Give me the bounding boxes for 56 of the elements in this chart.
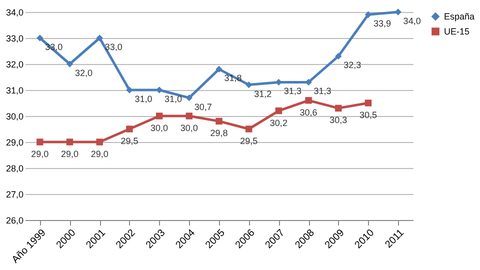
point [245,126,252,132]
data-label: 31,3 [284,86,302,96]
data-label: 29,0 [90,149,108,159]
y-tick-label: 34,0 [6,8,24,18]
data-label: 31,3 [314,86,332,96]
data-label: 29,0 [31,149,49,159]
point [275,107,282,114]
y-tick-label: 26,0 [6,216,24,226]
y-tick-label: 29,0 [6,138,24,148]
data-label: 33,9 [373,18,391,29]
data-label: 34,0 [403,16,421,26]
point [245,81,252,88]
point [186,112,193,120]
legend-label: UE-15 [444,26,470,36]
point [216,118,222,125]
point [66,138,74,146]
data-label: 30,0 [150,123,168,133]
data-label: 29,5 [120,136,138,146]
point [216,66,222,73]
y-tick-label: 33,0 [6,34,24,44]
data-label: 29,5 [240,136,258,146]
point [305,97,312,104]
point [36,138,44,146]
y-tick-label: 27,0 [6,190,24,200]
point [335,104,342,112]
data-label: 31,0 [164,94,182,104]
y-tick-label: 31,0 [6,86,24,96]
data-label: 30,0 [180,123,198,133]
point [335,52,342,60]
data-label: 31,0 [134,94,152,104]
y-tick-label: 30,0 [6,112,24,122]
point [66,60,74,68]
data-label: 31,2 [254,88,272,99]
point [96,138,103,146]
data-label: 30,5 [359,110,377,120]
point [36,34,44,42]
point [364,100,372,106]
data-label: 29,8 [210,128,228,138]
y-tick-label: 28,0 [6,164,24,174]
legend-label: España [444,12,475,22]
point [394,8,402,16]
point [126,126,133,132]
point [186,94,193,102]
data-label: 30,2 [270,118,288,128]
data-label: 32,0 [75,68,93,78]
data-label: 33,0 [104,42,122,52]
data-label: 30,3 [330,115,348,126]
point [364,11,372,18]
point [126,86,133,94]
data-label: 30,7 [194,102,212,112]
data-label: 30,6 [300,107,318,118]
data-label: 29,0 [61,149,79,159]
point [156,112,163,120]
point [96,34,103,42]
y-tick-label: 32,0 [6,60,24,70]
data-label: 32,3 [344,60,362,70]
